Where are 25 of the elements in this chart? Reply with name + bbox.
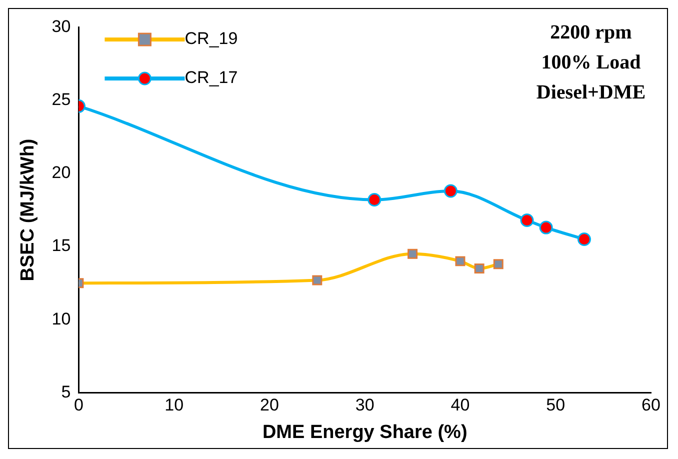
x-tick-label: 60 bbox=[642, 396, 660, 415]
y-tick-label: 5 bbox=[61, 382, 71, 402]
point bbox=[539, 220, 553, 234]
y-axis-title: BSEC (MJ/kWh) bbox=[18, 138, 39, 282]
y-tick-label: 25 bbox=[52, 90, 71, 110]
annotation: 2200 rpm bbox=[550, 21, 632, 44]
y-tick-label: 20 bbox=[52, 163, 71, 182]
point bbox=[444, 184, 458, 198]
point bbox=[520, 213, 534, 227]
legend-label: CR_17 bbox=[109, 68, 238, 88]
annotation: 100% Load bbox=[541, 51, 641, 74]
x-tick-label: 30 bbox=[355, 396, 374, 415]
x-tick-label: 20 bbox=[260, 396, 279, 415]
y-tick-label: 15 bbox=[52, 236, 71, 256]
legend-label: CR_19 bbox=[109, 29, 238, 48]
y-tick-label: 30 bbox=[52, 16, 71, 36]
y-tick-label: 10 bbox=[52, 309, 71, 328]
x-tick-label: 40 bbox=[450, 396, 470, 415]
x-axis-title: DME Energy Share (%) bbox=[262, 422, 468, 443]
x-tick-label: 10 bbox=[164, 396, 184, 415]
point bbox=[577, 232, 591, 246]
point bbox=[368, 193, 382, 207]
x-tick-label: 50 bbox=[546, 396, 566, 415]
annotation: Diesel+DME bbox=[536, 81, 646, 104]
x-tick-label: 0 bbox=[74, 396, 84, 415]
